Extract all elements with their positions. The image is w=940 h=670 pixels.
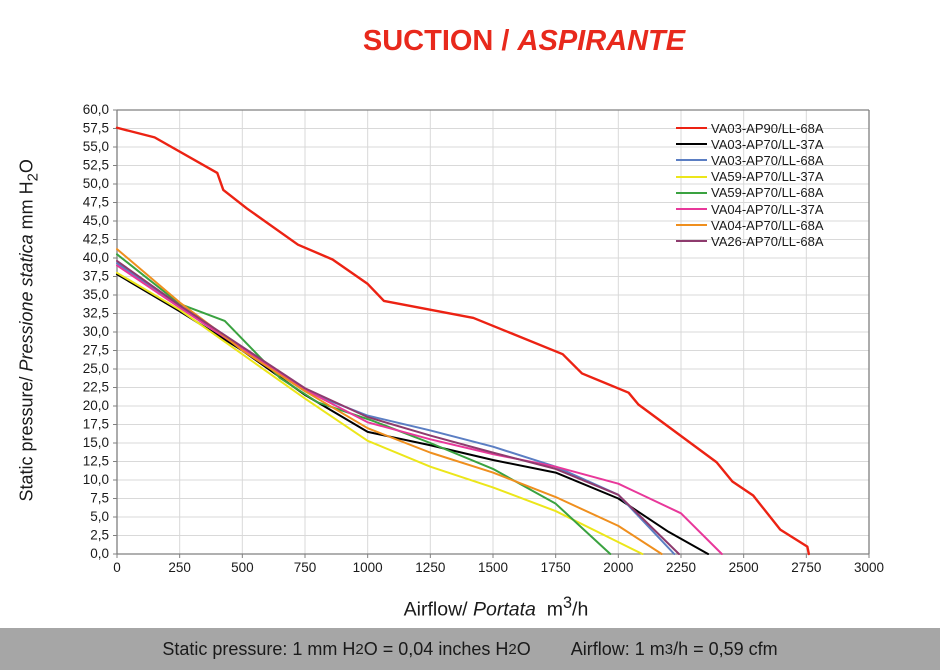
svg-text:2,5: 2,5 (90, 528, 109, 543)
svg-text:50,0: 50,0 (83, 176, 109, 191)
svg-text:35,0: 35,0 (83, 287, 109, 302)
svg-text:3000: 3000 (854, 560, 884, 575)
svg-text:12,5: 12,5 (83, 454, 109, 469)
svg-text:750: 750 (294, 560, 317, 575)
svg-text:2750: 2750 (791, 560, 821, 575)
svg-text:2250: 2250 (666, 560, 696, 575)
svg-text:30,0: 30,0 (83, 324, 109, 339)
svg-text:60,0: 60,0 (83, 102, 109, 117)
svg-text:45,0: 45,0 (83, 213, 109, 228)
svg-text:7,5: 7,5 (90, 491, 109, 506)
svg-text:2500: 2500 (729, 560, 759, 575)
svg-text:1250: 1250 (415, 560, 445, 575)
svg-text:0,0: 0,0 (90, 546, 109, 561)
svg-text:10,0: 10,0 (83, 472, 109, 487)
svg-text:25,0: 25,0 (83, 361, 109, 376)
svg-text:2000: 2000 (603, 560, 633, 575)
svg-text:5,0: 5,0 (90, 509, 109, 524)
svg-text:52,5: 52,5 (83, 158, 109, 173)
svg-text:1750: 1750 (541, 560, 571, 575)
svg-text:20,0: 20,0 (83, 398, 109, 413)
svg-text:47,5: 47,5 (83, 195, 109, 210)
svg-text:250: 250 (168, 560, 191, 575)
svg-text:0: 0 (113, 560, 121, 575)
svg-text:22,5: 22,5 (83, 380, 109, 395)
svg-text:57,5: 57,5 (83, 121, 109, 136)
svg-text:32,5: 32,5 (83, 306, 109, 321)
svg-text:15,0: 15,0 (83, 435, 109, 450)
svg-text:37,5: 37,5 (83, 269, 109, 284)
svg-text:1000: 1000 (353, 560, 383, 575)
svg-text:42,5: 42,5 (83, 232, 109, 247)
svg-text:27,5: 27,5 (83, 343, 109, 358)
svg-text:500: 500 (231, 560, 254, 575)
svg-text:1500: 1500 (478, 560, 508, 575)
svg-text:17,5: 17,5 (83, 417, 109, 432)
svg-text:40,0: 40,0 (83, 250, 109, 265)
svg-text:55,0: 55,0 (83, 139, 109, 154)
